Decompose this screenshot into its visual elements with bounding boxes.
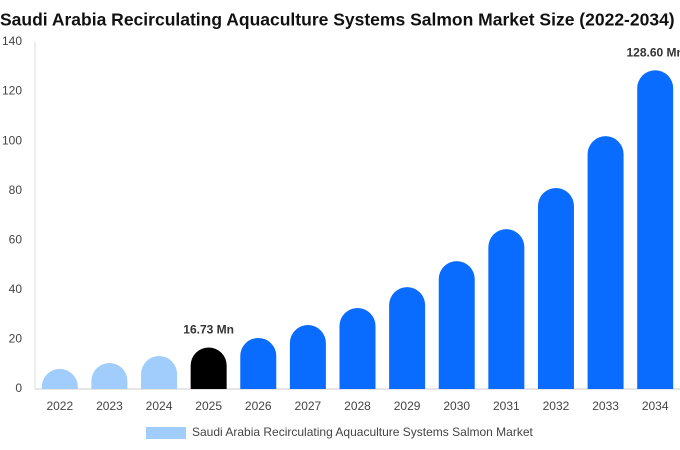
y-tick-label: 120 (2, 84, 22, 98)
y-tick-label: 0 (15, 381, 22, 395)
x-tick-label: 2034 (642, 399, 669, 413)
bar (637, 70, 674, 390)
bar (141, 356, 178, 389)
x-tick-label: 2028 (344, 399, 371, 413)
y-tick-label: 20 (9, 332, 23, 346)
x-tick-label: 2033 (592, 399, 619, 413)
value-label: 16.73 Mn (183, 323, 234, 337)
x-tick-label: 2023 (96, 399, 123, 413)
bar (389, 287, 426, 389)
bar (240, 337, 277, 389)
x-tick-label: 2025 (195, 399, 222, 413)
x-tick-label: 2026 (245, 399, 272, 413)
bar (91, 362, 128, 389)
legend-swatch (146, 427, 186, 439)
bar (587, 136, 624, 389)
y-tick-label: 60 (9, 232, 23, 246)
x-tick-label: 2029 (394, 399, 421, 413)
y-tick-label: 80 (9, 183, 23, 197)
bar (190, 347, 227, 389)
x-tick-label: 2030 (443, 399, 470, 413)
bar (537, 187, 574, 389)
x-tick-label: 2027 (295, 399, 322, 413)
bar (41, 368, 78, 389)
x-tick-label: 2022 (46, 399, 73, 413)
bar (438, 261, 475, 389)
bar (289, 325, 326, 389)
bar (488, 229, 525, 389)
x-tick-label: 2031 (493, 399, 520, 413)
chart-title: Saudi Arabia Recirculating Aquaculture S… (0, 10, 675, 30)
legend-label: Saudi Arabia Recirculating Aquaculture S… (192, 425, 534, 439)
x-tick-label: 2024 (146, 399, 173, 413)
y-tick-label: 140 (2, 34, 22, 48)
x-tick-label: 2032 (543, 399, 570, 413)
value-label: 128.60 Mn (627, 45, 680, 59)
y-tick-label: 40 (9, 282, 23, 296)
bar (339, 307, 376, 389)
y-tick-label: 100 (2, 133, 22, 147)
